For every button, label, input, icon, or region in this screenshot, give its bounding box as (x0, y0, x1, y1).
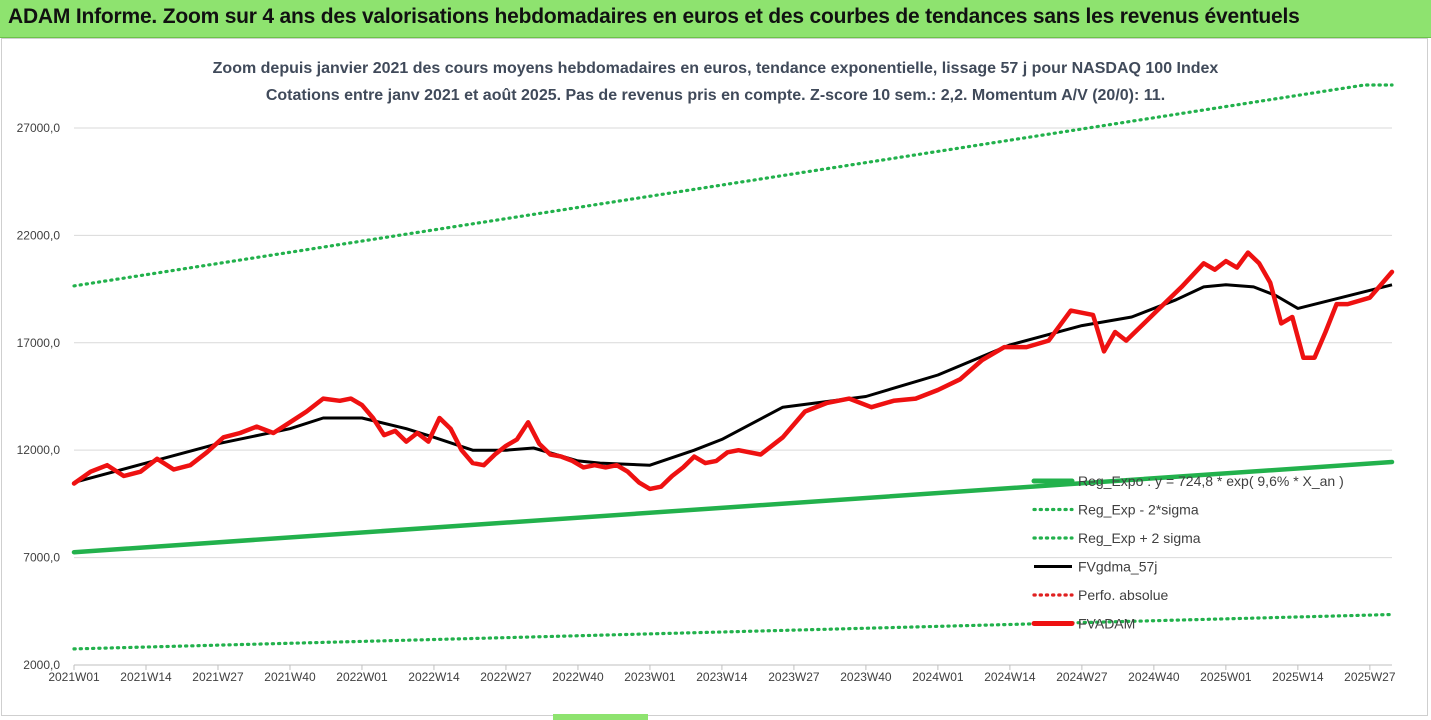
x-tick-label: 2022W40 (552, 670, 604, 684)
x-tick-label: 2025W01 (1200, 670, 1252, 684)
x-tick-label: 2021W14 (120, 670, 172, 684)
y-tick-label: 2000,0 (23, 658, 60, 672)
y-tick-label: 12000,0 (17, 443, 61, 457)
legend-label-4: Perfo. absolue (1078, 587, 1168, 603)
x-tick-label: 2024W27 (1056, 670, 1108, 684)
x-tick-label: 2021W40 (264, 670, 316, 684)
x-tick-label: 2023W40 (840, 670, 892, 684)
series-line-5 (71, 250, 1395, 492)
series-line-1 (72, 612, 1394, 651)
x-tick-label: 2021W01 (48, 670, 100, 684)
decorative-strip (553, 714, 648, 720)
y-tick-label: 17000,0 (17, 336, 61, 350)
series-line-0 (71, 459, 1395, 555)
x-tick-label: 2022W14 (408, 670, 460, 684)
x-tick-label: 2022W27 (480, 670, 532, 684)
legend-label-2: Reg_Exp + 2 sigma (1078, 530, 1201, 546)
legend-label-3: FVgdma_57j (1078, 559, 1157, 575)
chart-subtitle: Cotations entre janv 2021 et août 2025. … (265, 87, 1166, 104)
y-tick-label: 7000,0 (23, 551, 60, 565)
x-tick-label: 2023W14 (696, 670, 748, 684)
x-tick-label: 2024W40 (1128, 670, 1180, 684)
chart-frame (1, 38, 1428, 716)
series-line-2 (72, 83, 1394, 288)
legend-label-1: Reg_Exp - 2*sigma (1078, 502, 1199, 518)
header-banner: ADAM Informe. Zoom sur 4 ans des valoris… (0, 0, 1431, 38)
x-tick-label: 2022W01 (336, 670, 388, 684)
y-tick-label: 27000,0 (17, 121, 61, 135)
legend-label-5: FVADAM (1078, 616, 1135, 632)
x-tick-label: 2021W27 (192, 670, 244, 684)
x-tick-label: 2024W01 (912, 670, 964, 684)
x-tick-label: 2025W27 (1344, 670, 1396, 684)
page-title: ADAM Informe. Zoom sur 4 ans des valoris… (8, 5, 1300, 28)
legend-label-0: Reg_Expo : y = 724,8 * exp( 9,6% * X_an … (1078, 473, 1344, 489)
x-tick-label: 2023W27 (768, 670, 820, 684)
series-line-3 (73, 283, 1393, 484)
y-tick-label: 22000,0 (17, 228, 61, 242)
x-tick-label: 2025W14 (1272, 670, 1324, 684)
chart-title: Zoom depuis janvier 2021 des cours moyen… (212, 60, 1219, 77)
x-tick-label: 2023W01 (624, 670, 676, 684)
x-tick-label: 2024W14 (984, 670, 1036, 684)
